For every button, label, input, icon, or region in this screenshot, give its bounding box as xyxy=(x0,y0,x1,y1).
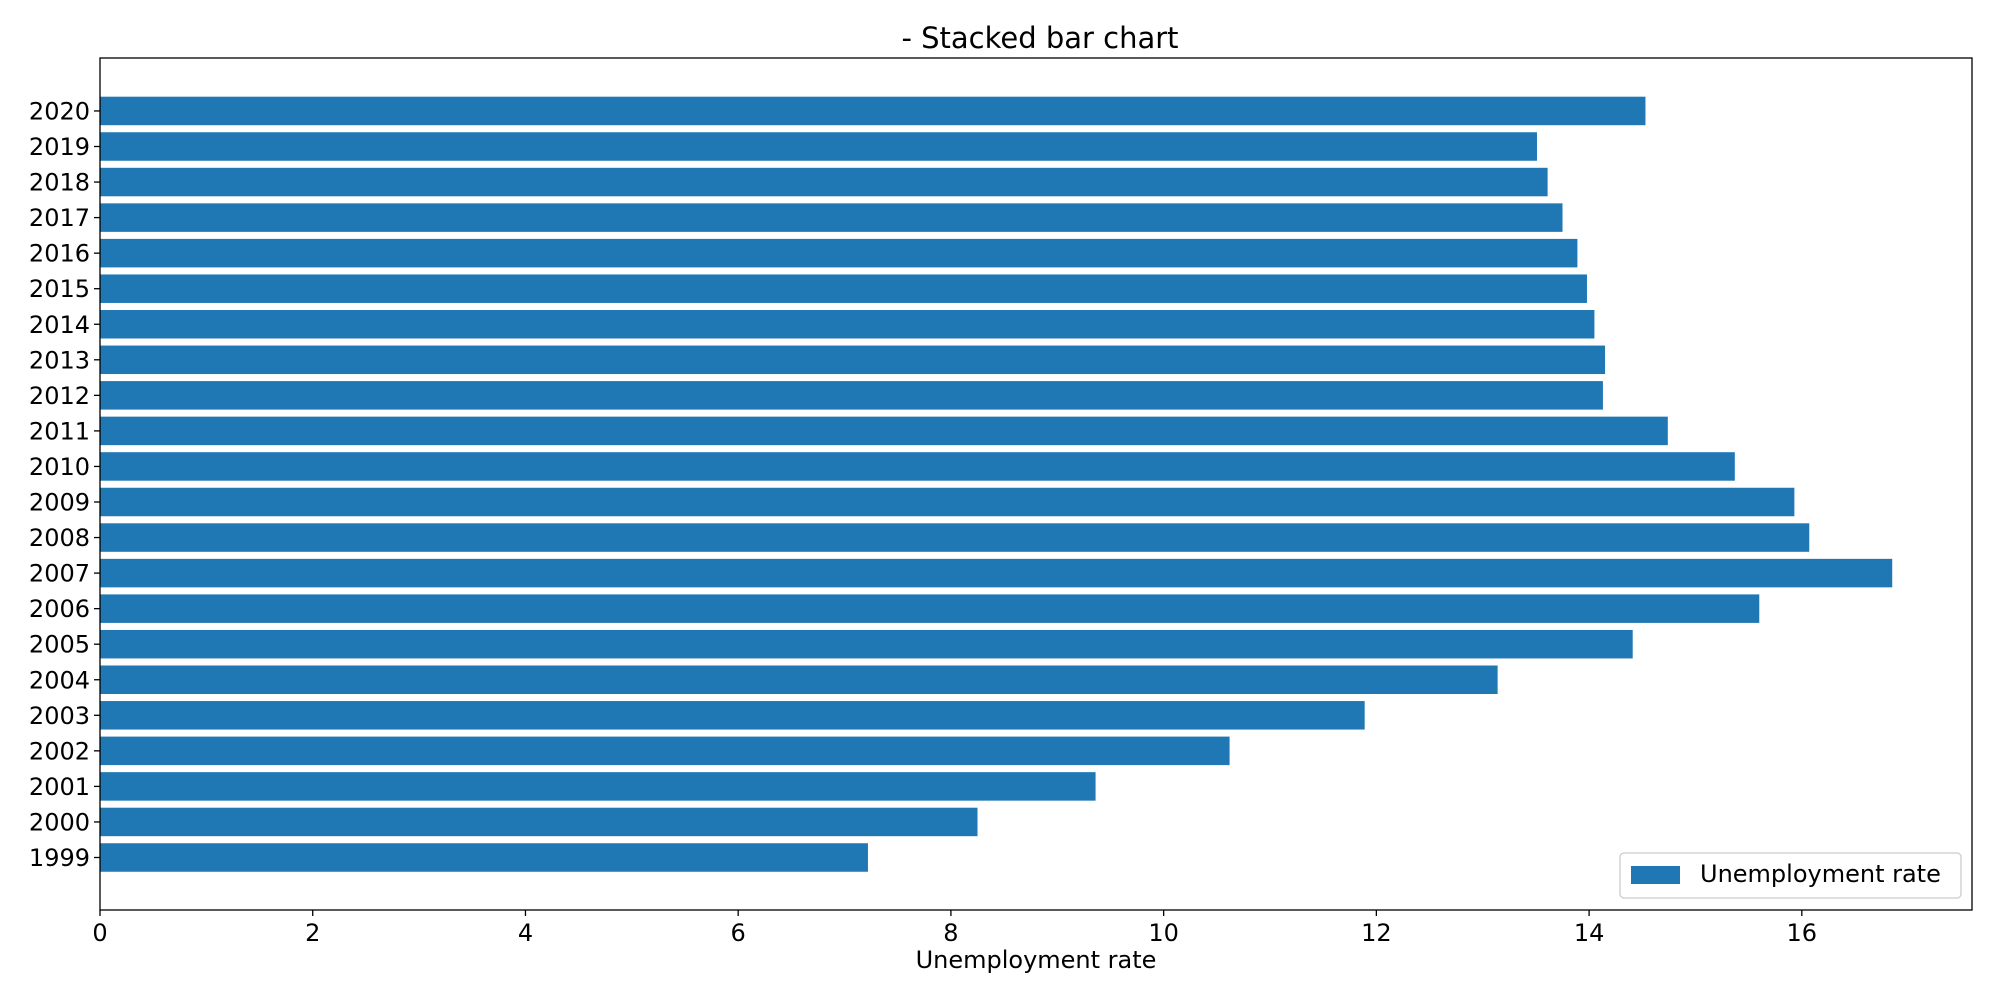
y-tick-label: 2007 xyxy=(29,560,90,588)
bar-2012 xyxy=(100,381,1603,410)
y-tick-label: 2016 xyxy=(29,240,90,268)
x-tick-label: 12 xyxy=(1361,919,1392,947)
y-tick-label: 2004 xyxy=(29,666,90,694)
bar-2002 xyxy=(100,736,1230,766)
y-tick-label: 2011 xyxy=(29,417,90,445)
bar-2000 xyxy=(100,807,978,837)
legend: Unemployment rate xyxy=(1619,852,1962,899)
x-tick-label: 2 xyxy=(305,919,320,947)
x-tick-label: 16 xyxy=(1787,919,1818,947)
bar-2007 xyxy=(100,558,1893,588)
y-tick-label: 2020 xyxy=(29,97,90,125)
bar-2017 xyxy=(100,203,1563,232)
y-tick-label: 2013 xyxy=(29,346,90,374)
bar-2016 xyxy=(100,238,1578,268)
y-tick-label: 2012 xyxy=(29,382,90,410)
bar-2008 xyxy=(100,523,1810,552)
y-tick-label: 2000 xyxy=(29,808,90,836)
legend-swatch xyxy=(1631,866,1680,884)
bar-2004 xyxy=(100,665,1498,694)
bar-1999 xyxy=(100,843,868,872)
bar-2003 xyxy=(100,701,1365,730)
y-axis: 1999 2000 2001 2002 2003 2004 2005 2006 2007 2008… xyxy=(29,97,100,872)
legend-box xyxy=(1619,852,1962,899)
x-tick-label: 0 xyxy=(92,919,107,947)
y-tick-label: 2019 xyxy=(29,133,90,161)
y-tick-label: 2009 xyxy=(29,489,90,517)
x-axis: 0 2 4 6 8 10 12 14 16 xyxy=(92,910,1817,947)
x-tick-label: 10 xyxy=(1148,919,1179,947)
y-tick-label: 2006 xyxy=(29,595,90,623)
y-tick-label: 2003 xyxy=(29,702,90,730)
y-tick-label: 2010 xyxy=(29,453,90,481)
y-tick-label: 2001 xyxy=(29,773,90,801)
bar-2005 xyxy=(100,629,1633,659)
y-tick-label: 2005 xyxy=(29,631,90,659)
y-tick-label: 2018 xyxy=(29,169,90,197)
bar-2019 xyxy=(100,132,1537,161)
chart-title: - Stacked bar chart xyxy=(901,21,1178,55)
x-tick-label: 4 xyxy=(518,919,533,947)
x-axis-label: Unemployment rate xyxy=(916,946,1157,974)
bar-2010 xyxy=(100,452,1735,481)
x-tick-label: 14 xyxy=(1574,919,1605,947)
y-tick-label: 2002 xyxy=(29,737,90,765)
plot-frame xyxy=(99,57,1973,911)
bar-2013 xyxy=(100,345,1606,375)
bar-2011 xyxy=(100,416,1668,446)
y-tick-label: 2015 xyxy=(29,275,90,303)
y-tick-label: 2008 xyxy=(29,524,90,552)
bar-2020 xyxy=(100,96,1646,126)
bar-2015 xyxy=(100,274,1587,303)
x-tick-label: 6 xyxy=(731,919,746,947)
y-tick-label: 2017 xyxy=(29,204,90,232)
x-tick-label: 8 xyxy=(943,919,958,947)
bars-group xyxy=(100,96,1893,872)
bar-2018 xyxy=(100,167,1548,197)
bar-2014 xyxy=(100,310,1595,339)
legend-label: Unemployment rate xyxy=(1700,860,1941,888)
y-tick-label: 1999 xyxy=(29,844,90,872)
bar-2001 xyxy=(100,772,1096,801)
y-tick-label: 2014 xyxy=(29,311,90,339)
bar-2009 xyxy=(100,487,1795,517)
bar-2006 xyxy=(100,594,1760,623)
